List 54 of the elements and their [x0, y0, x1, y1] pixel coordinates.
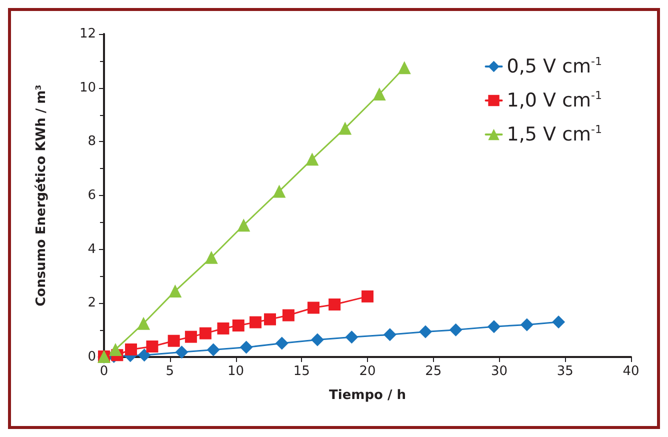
point: [310, 333, 324, 346]
point: [418, 325, 432, 338]
point: [108, 342, 122, 356]
point: [383, 328, 396, 342]
x-tick-label: 15: [293, 364, 310, 379]
y-axis-title: Consumo Energético KWh / m³: [34, 84, 49, 306]
point: [217, 322, 230, 334]
x-tick-label: 5: [166, 364, 174, 379]
y-tick-label: 10: [79, 80, 96, 96]
x-tick-label: 35: [556, 364, 574, 379]
point: [232, 320, 244, 332]
point: [487, 320, 500, 334]
x-tick-label: 40: [622, 364, 640, 379]
point: [240, 340, 253, 354]
point: [125, 343, 138, 356]
y-tick-label: 0: [88, 350, 96, 364]
point: [199, 327, 212, 340]
y-tick-label: 12: [79, 26, 96, 42]
point: [307, 302, 320, 314]
point: [275, 336, 288, 350]
point: [338, 122, 352, 135]
point: [552, 316, 566, 329]
y-tick-label: 2: [88, 296, 96, 311]
point: [168, 284, 182, 298]
x-tick-label: 20: [359, 364, 376, 379]
point: [345, 330, 358, 344]
x-tick-label: 30: [490, 364, 508, 379]
y-tick-label: 4: [88, 242, 96, 257]
x-axis-title: Tiempo / h: [329, 388, 406, 403]
x-tick-label: 25: [425, 364, 442, 379]
point: [250, 316, 262, 328]
point: [137, 316, 150, 330]
point: [306, 152, 319, 166]
point: [272, 184, 286, 198]
x-tick-label: 0: [100, 364, 108, 379]
y-tick-label: 6: [88, 188, 96, 203]
point: [204, 250, 218, 264]
point: [398, 61, 411, 74]
y-tick-label: 8: [88, 134, 96, 150]
point: [184, 330, 197, 343]
point: [372, 88, 386, 101]
point: [138, 348, 151, 362]
point: [449, 323, 462, 336]
point: [362, 290, 374, 302]
point: [520, 318, 534, 332]
point: [282, 309, 294, 322]
point: [237, 218, 250, 232]
point: [264, 313, 276, 326]
point: [175, 346, 188, 359]
x-tick-label: 10: [227, 364, 244, 379]
point: [206, 343, 220, 356]
point: [168, 334, 180, 347]
point: [328, 298, 341, 311]
point: [146, 340, 158, 353]
